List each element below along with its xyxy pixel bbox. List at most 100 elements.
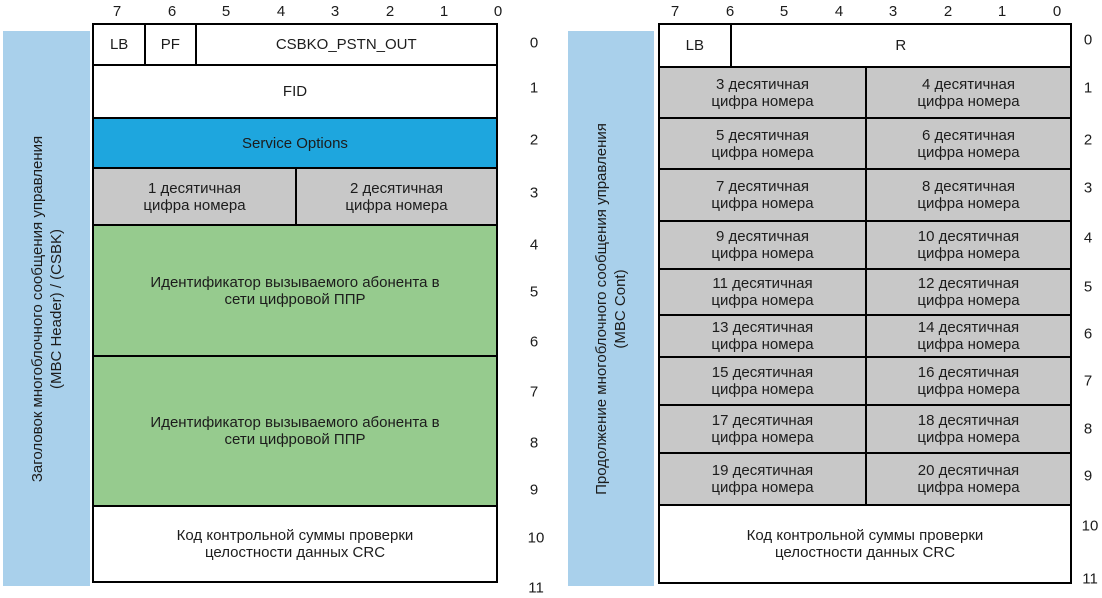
sidebar-label-line2: (MBC Header) / (CSBK): [47, 228, 65, 389]
field-lb: LB: [109, 36, 129, 53]
byte-number: 7: [1083, 372, 1093, 390]
field-digit-12: 12 десятичная цифра номера: [865, 270, 1070, 314]
bit-number: 2: [385, 3, 395, 20]
byte-row-8: 17 десятичная цифра номера 18 десятичная…: [660, 404, 1070, 452]
byte-number: 3: [1083, 179, 1093, 197]
byte-row-0: LB R: [660, 25, 1070, 66]
mbc-header-sidebar: Заголовок многоблочного сообщения управл…: [3, 31, 90, 586]
digit-cell-label: 3 десятичная цифра номера: [711, 75, 814, 110]
field-digit-16: 16 десятичная цифра номера: [865, 358, 1070, 404]
bit-number: 4: [276, 3, 286, 20]
bit-number: 6: [725, 3, 735, 20]
byte-row-1: 3 десятичная цифра номера 4 десятичная ц…: [660, 66, 1070, 117]
digit-cell-label: 7 десятичная цифра номера: [711, 178, 814, 212]
field-fid: FID: [282, 83, 308, 100]
digit-cell-label: 10 десятичная цифра номера: [917, 228, 1020, 262]
byte-number: 1: [529, 79, 539, 97]
field-pf: PF: [144, 25, 194, 64]
field-digit-6: 6 десятичная цифра номера: [865, 119, 1070, 168]
byte-rows-7-9: Идентификатор вызываемого абонента в сет…: [94, 355, 496, 505]
mbc-cont-table: LB R 3 десятичная цифра номера 4 десятич…: [658, 23, 1072, 584]
byte-row-2: Service Options: [94, 117, 496, 167]
bit-number: 6: [167, 3, 177, 20]
byte-number: 2: [1083, 131, 1093, 149]
byte-row-9: 19 десятичная цифра номера 20 десятичная…: [660, 452, 1070, 504]
byte-rows-4-6: Идентификатор вызываемого абонента в сет…: [94, 224, 496, 355]
byte-number: 0: [529, 34, 539, 52]
mbc-header-table: LB PF CSBKO_PSTN_OUT FID Service Options…: [92, 23, 498, 583]
digit-cell-label: 18 десятичная цифра номера: [917, 412, 1020, 446]
digit-cell-label: 9 десятичная цифра номера: [711, 228, 814, 262]
digit-cell-label: 17 десятичная цифра номера: [711, 412, 814, 446]
crc-label: Код контрольной суммы проверки целостнос…: [176, 527, 414, 561]
byte-row-1: FID: [94, 64, 496, 117]
byte-row-4: 9 десятичная цифра номера 10 десятичная …: [660, 220, 1070, 268]
field-digit-17: 17 десятичная цифра номера: [660, 406, 865, 452]
byte-number: 2: [529, 131, 539, 149]
field-digit-7: 7 десятичная цифра номера: [660, 170, 865, 220]
sidebar-label-line1: Продолжение многоблочного сообщения упра…: [593, 122, 610, 495]
field-digit-9: 9 десятичная цифра номера: [660, 222, 865, 268]
byte-number: 8: [1083, 420, 1093, 438]
field-digit-5: 5 десятичная цифра номера: [660, 119, 865, 168]
byte-rows-10-11: Код контрольной суммы проверки целостнос…: [660, 504, 1070, 582]
bit-number: 4: [834, 3, 844, 20]
field-digit-11: 11 десятичная цифра номера: [660, 270, 865, 314]
digit-cell-label: 12 десятичная цифра номера: [917, 275, 1020, 309]
field-digit-20: 20 десятичная цифра номера: [865, 454, 1070, 504]
byte-number: 7: [529, 383, 539, 401]
bit-number: 1: [439, 3, 449, 20]
byte-number: 10: [527, 529, 545, 547]
byte-row-3: 1 десятичная цифра номера 2 десятичная ц…: [94, 167, 496, 224]
field-csbko-pstn-out: CSBKO_PSTN_OUT: [194, 25, 497, 64]
byte-number: 0: [1083, 31, 1093, 49]
field-digit-13: 13 десятичная цифра номера: [660, 316, 865, 356]
callee-id-label: Идентификатор вызываемого абонента в сет…: [150, 414, 440, 448]
field-lb: LB: [685, 37, 705, 54]
byte-number: 4: [529, 236, 539, 254]
byte-number: 3: [529, 184, 539, 202]
byte-number: 5: [1083, 278, 1093, 296]
bit-number: 5: [779, 3, 789, 20]
byte-number: 6: [529, 333, 539, 351]
digit-cell-label: 19 десятичная цифра номера: [711, 462, 814, 496]
field-digit-3: 3 десятичная цифра номера: [660, 68, 865, 117]
byte-number: 11: [1082, 570, 1098, 588]
mbc-cont-sidebar: Продолжение многоблочного сообщения упра…: [568, 31, 654, 586]
digit-cell-label: 11 десятичная цифра номера: [711, 275, 814, 309]
field-digit-8: 8 десятичная цифра номера: [865, 170, 1070, 220]
byte-rows-10-11: Код контрольной суммы проверки целостнос…: [94, 505, 496, 581]
callee-id-label: Идентификатор вызываемого абонента в сет…: [150, 273, 440, 308]
byte-row-3: 7 десятичная цифра номера 8 десятичная ц…: [660, 168, 1070, 220]
byte-row-6: 13 десятичная цифра номера 14 десятичная…: [660, 314, 1070, 356]
digit-cell-label: 16 десятичная цифра номера: [917, 364, 1020, 398]
field-crc: Код контрольной суммы проверки целостнос…: [94, 507, 496, 581]
byte-number: 10: [1081, 517, 1099, 535]
byte-number: 5: [529, 283, 539, 301]
bit-number: 2: [943, 3, 953, 20]
field-digit-19: 19 десятичная цифра номера: [660, 454, 865, 504]
digit-cell-label: 14 десятичная цифра номера: [917, 319, 1020, 353]
field-digit-15: 15 десятичная цифра номера: [660, 358, 865, 404]
field-digit-18: 18 десятичная цифра номера: [865, 406, 1070, 452]
byte-number: 6: [1083, 325, 1093, 343]
field-callee-id-2: Идентификатор вызываемого абонента в сет…: [94, 357, 496, 505]
digit-cell-label: 13 десятичная цифра номера: [711, 319, 814, 353]
bit-number: 0: [493, 3, 503, 20]
crc-label: Код контрольной суммы проверки целостнос…: [746, 527, 984, 561]
byte-number: 9: [529, 481, 539, 499]
digit-cell-label: 1 десятичная цифра номера: [143, 179, 246, 214]
byte-number: 4: [1083, 229, 1093, 247]
bit-number: 0: [1052, 3, 1062, 20]
byte-row-5: 11 десятичная цифра номера 12 десятичная…: [660, 268, 1070, 314]
bit-number: 7: [112, 3, 122, 20]
digit-cell-label: 4 десятичная цифра номера: [917, 75, 1020, 110]
bit-number: 1: [997, 3, 1007, 20]
bit-number: 3: [330, 3, 340, 20]
field-crc: Код контрольной суммы проверки целостнос…: [660, 506, 1070, 582]
byte-row-0: LB PF CSBKO_PSTN_OUT: [94, 25, 496, 64]
byte-number: 9: [1083, 467, 1093, 485]
digit-cell-label: 2 десятичная цифра номера: [345, 179, 448, 214]
field-callee-id-1: Идентификатор вызываемого абонента в сет…: [94, 226, 496, 355]
